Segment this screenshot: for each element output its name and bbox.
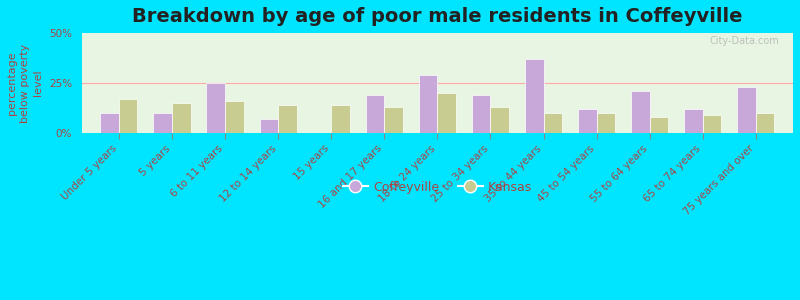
Bar <box>331 105 350 133</box>
Legend: Coffeyville, Kansas: Coffeyville, Kansas <box>338 176 537 199</box>
Bar <box>472 95 490 133</box>
Bar <box>384 107 403 133</box>
Bar <box>259 119 278 133</box>
Bar <box>684 109 703 133</box>
Bar <box>703 115 722 133</box>
Bar <box>738 87 756 133</box>
Bar <box>543 113 562 133</box>
Bar <box>100 113 119 133</box>
Text: City-Data.com: City-Data.com <box>709 36 779 46</box>
Bar <box>756 113 774 133</box>
Bar <box>154 113 172 133</box>
Y-axis label: percentage
below poverty
level: percentage below poverty level <box>7 44 43 123</box>
Title: Breakdown by age of poor male residents in Coffeyville: Breakdown by age of poor male residents … <box>132 7 742 26</box>
Bar <box>597 113 615 133</box>
Bar <box>206 83 225 133</box>
Bar <box>578 109 597 133</box>
Bar <box>438 93 456 133</box>
Bar <box>490 107 509 133</box>
Bar <box>525 59 543 133</box>
Bar <box>278 105 297 133</box>
Bar <box>225 101 244 133</box>
Bar <box>419 75 438 133</box>
Bar <box>172 103 190 133</box>
Bar <box>650 117 668 133</box>
Bar <box>631 91 650 133</box>
Bar <box>119 99 138 133</box>
Bar <box>366 95 384 133</box>
